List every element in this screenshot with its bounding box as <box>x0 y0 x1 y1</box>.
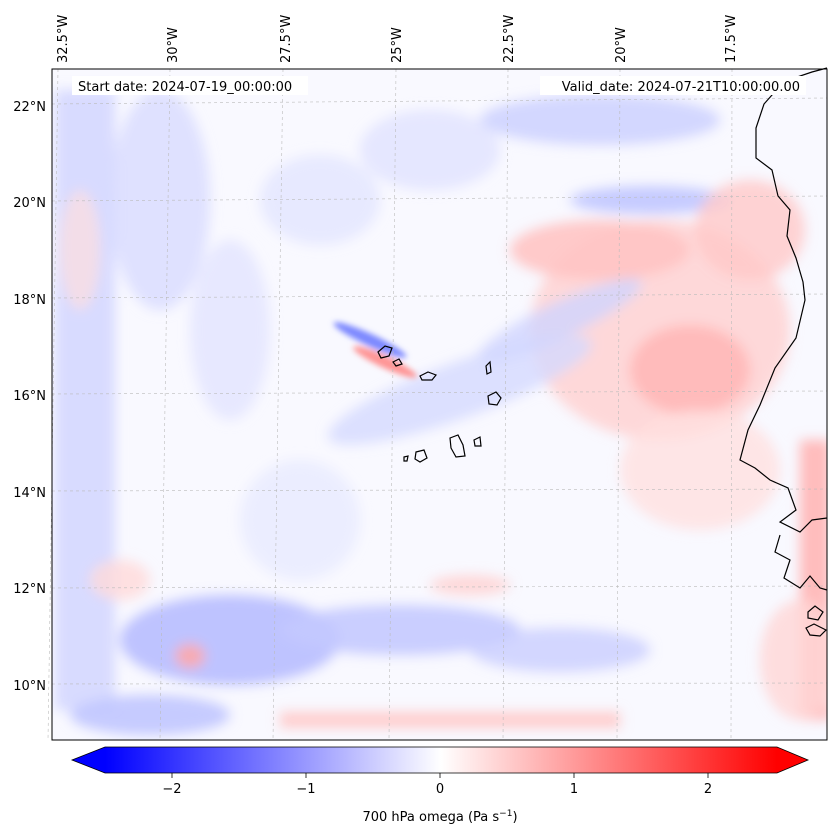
island-boa-vista <box>487 391 502 406</box>
start-date-box <box>72 76 308 95</box>
map-panel: Start date: 2024-07-19_00:00:00 Valid_da… <box>47 67 828 741</box>
meridian-line <box>616 68 621 741</box>
colorbar-min-extend <box>72 747 105 773</box>
lat-label: 22°N <box>13 100 46 115</box>
valid-date-box <box>540 76 806 95</box>
lat-label: 14°N <box>13 486 46 501</box>
island-maio <box>473 436 482 447</box>
island-santo-antao <box>377 345 393 359</box>
map-frame <box>51 68 828 741</box>
island-fogo <box>414 449 428 463</box>
colorbar-tick-label: 1 <box>570 782 578 797</box>
lon-label: 17.5°W <box>724 15 739 63</box>
island-sao-nicolau <box>419 371 437 381</box>
lat-label: 16°N <box>13 389 46 404</box>
colorbar-label-suffix: ) <box>512 810 517 825</box>
colorbar-tick-marks <box>171 773 709 778</box>
island-sal <box>485 360 492 375</box>
meridian-line <box>47 68 59 741</box>
latitude-labels: 22°N 20°N 18°N 16°N 14°N 12°N 10°N <box>13 100 46 694</box>
island-sao-vicente <box>392 358 403 367</box>
colorbar-gradient <box>105 747 777 773</box>
colorbar-label-exp: −1 <box>499 809 512 819</box>
colorbar-tick-label: 0 <box>436 782 444 797</box>
omega-dipole <box>333 322 417 378</box>
meridian-line <box>502 68 509 741</box>
lat-label: 20°N <box>13 196 46 211</box>
guinea-coastline <box>774 534 828 591</box>
lon-label: 30°W <box>166 27 181 63</box>
bijagos-islands <box>807 605 824 621</box>
bijagos-islands <box>805 623 828 637</box>
longitude-labels: 32.5°W 30°W 27.5°W 25°W 22.5°W 20°W 17.5… <box>56 15 739 63</box>
colorbar-label: 700 hPa omega (Pa s−1) <box>362 809 517 825</box>
lat-label: 18°N <box>13 293 46 308</box>
africa-coastline <box>739 67 828 533</box>
omega-blobs <box>55 90 827 735</box>
gridlines <box>47 68 828 741</box>
meridian-line <box>159 68 171 741</box>
lat-label: 12°N <box>13 582 46 597</box>
lon-label: 27.5°W <box>279 15 294 63</box>
lon-label: 32.5°W <box>56 15 71 63</box>
meridian-line <box>388 68 397 741</box>
start-date-label: Start date: 2024-07-19_00:00:00 <box>78 80 292 95</box>
colorbar-tick-label: 2 <box>704 782 712 797</box>
valid-date-label: Valid_date: 2024-07-21T10:00:00.00 <box>562 80 800 95</box>
island-santiago <box>449 434 466 458</box>
colorbar-tick-label: −2 <box>162 782 181 797</box>
colorbar-max-extend <box>777 747 808 773</box>
meridian-line <box>272 68 284 741</box>
colorbar-label-prefix: 700 hPa omega (Pa s <box>362 810 499 825</box>
colorbar-tick-label: −1 <box>296 782 315 797</box>
lat-label: 10°N <box>13 679 46 694</box>
lon-label: 25°W <box>390 27 405 63</box>
colorbar: −2 −1 0 1 2 700 hPa omega (Pa s−1) <box>70 746 810 825</box>
lon-label: 22.5°W <box>502 15 517 63</box>
colorbar-outline <box>70 746 810 774</box>
lon-label: 20°W <box>614 27 629 63</box>
omega-field <box>55 90 827 735</box>
meridian-line <box>730 68 733 741</box>
coastlines <box>377 67 828 637</box>
island-brava <box>403 455 409 462</box>
